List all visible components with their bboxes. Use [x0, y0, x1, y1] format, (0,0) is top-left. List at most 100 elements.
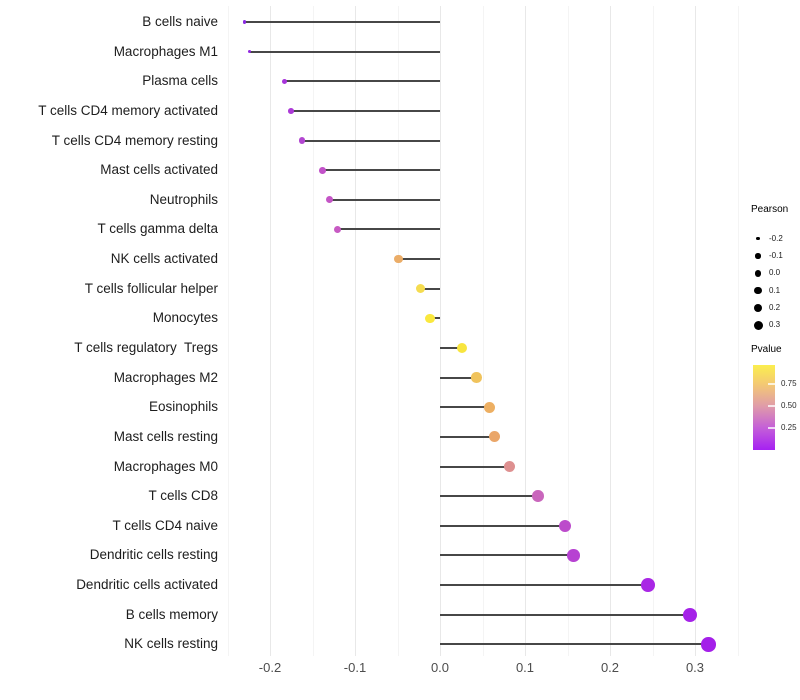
pvalue-colorbar-gradient [753, 365, 775, 450]
major-gridline [610, 6, 611, 656]
major-gridline [270, 6, 271, 656]
y-axis-label: Neutrophils [149, 191, 218, 207]
major-gridline [695, 6, 696, 656]
lollipop-dot [242, 20, 247, 24]
y-axis-label: Monocytes [152, 310, 218, 326]
lollipop-stick [322, 169, 440, 172]
x-tick-label: 0.2 [600, 660, 620, 675]
pvalue-colorbar-tick [768, 427, 775, 429]
x-tick-label: 0.1 [515, 660, 535, 675]
pearson-legend-value: 0.1 [769, 285, 781, 295]
lollipop-dot [333, 225, 341, 234]
lollipop-stick [440, 584, 649, 587]
pearson-legend-title: Pearson [751, 204, 789, 215]
lollipop-stick [329, 198, 440, 201]
lollipop-stick [440, 554, 574, 557]
lollipop-dot [483, 401, 495, 413]
pvalue-color-legend: Pvalue 0.75 0.50 0.25 [748, 344, 800, 456]
minor-gridline [397, 6, 399, 656]
minor-gridline [567, 6, 569, 656]
y-axis-label: Macrophages M2 [113, 369, 218, 385]
lollipop-stick [429, 317, 440, 320]
y-axis-label: Macrophages M0 [113, 458, 218, 474]
pearson-legend-value: 0.3 [769, 320, 781, 330]
y-axis-label: T cells CD4 memory resting [51, 132, 218, 148]
pearson-legend-value: -0.1 [769, 251, 783, 260]
y-axis-label: T cells gamma delta [97, 221, 218, 237]
pvalue-colorbar-tick [768, 405, 775, 407]
lollipop-dot [567, 549, 580, 562]
pearson-legend-dot [756, 237, 760, 241]
lollipop-dot [641, 578, 656, 592]
lollipop-dot [701, 637, 716, 652]
pearson-size-legend: Pearson -0.2 -0.1 0.0 0.1 0.2 0.3 [748, 204, 800, 334]
y-axis-label: NK cells activated [110, 251, 218, 267]
lollipop-dot [488, 431, 500, 443]
minor-gridline [737, 6, 739, 656]
minor-gridline [312, 6, 314, 656]
major-gridline [440, 6, 441, 656]
lollipop-dot [425, 313, 435, 324]
lollipop-dot [326, 196, 333, 204]
lollipop-stick [440, 495, 538, 498]
lollipop-dot [558, 519, 572, 532]
pearson-legend-dot [753, 320, 763, 330]
lollipop-dot [504, 460, 516, 473]
y-axis-label: T cells regulatory Tregs [74, 339, 218, 355]
lollipop-stick [249, 50, 440, 53]
minor-gridline [227, 6, 229, 656]
lollipop-stick [420, 287, 440, 290]
lollipop-dot [393, 254, 403, 264]
lollipop-stick [440, 524, 565, 527]
lollipop-stick [244, 21, 440, 23]
lollipop-stick [398, 258, 440, 261]
x-tick-label: -0.2 [258, 660, 282, 675]
y-axis-label: Mast cells resting [113, 428, 218, 444]
x-tick-label: -0.1 [343, 660, 367, 675]
minor-gridline [482, 6, 484, 656]
lollipop-dot [281, 78, 288, 84]
y-axis-label: Mast cells activated [100, 162, 218, 178]
lollipop-stick [291, 109, 440, 112]
y-axis-label: T cells CD8 [148, 488, 218, 504]
pearson-legend-dot [755, 253, 761, 259]
y-axis-label: B cells naive [142, 14, 218, 29]
lollipop-dot [471, 372, 482, 383]
y-axis-label: T cells CD4 naive [112, 517, 218, 533]
major-gridline [355, 6, 356, 656]
pearson-legend-value: -0.2 [769, 233, 783, 243]
y-axis-label: Plasma cells [142, 73, 218, 89]
lollipop-stick [337, 228, 440, 231]
lollipop-dot [682, 607, 698, 622]
y-axis-label: T cells CD4 memory activated [38, 102, 218, 118]
y-axis-label: B cells memory [125, 606, 218, 622]
lollipop-dot [247, 49, 252, 54]
lollipop-stick [440, 376, 477, 379]
lollipop-stick [440, 613, 690, 616]
pearson-legend-dot [754, 269, 762, 277]
x-tick-label: 0.0 [430, 660, 450, 675]
lollipop-stick [440, 406, 490, 409]
pearson-legend-dot [753, 303, 763, 313]
y-axis-label: NK cells resting [124, 636, 218, 652]
lollipop-stick [440, 346, 463, 349]
lollipop-stick [302, 139, 440, 142]
y-axis-label: Dendritic cells resting [89, 547, 218, 563]
y-axis-label: Dendritic cells activated [76, 577, 218, 593]
lollipop-dot [456, 342, 468, 354]
lollipop-stick [440, 465, 510, 468]
lollipop-dot [299, 137, 306, 144]
lollipop-dot [319, 166, 327, 174]
pearson-legend-dot [754, 286, 762, 295]
pvalue-legend-title: Pvalue [751, 344, 782, 355]
lollipop-dot [415, 284, 426, 294]
lollipop-stick [284, 80, 440, 83]
y-axis-label: Eosinophils [148, 399, 218, 415]
pvalue-legend-value: 0.75 [781, 379, 797, 388]
x-tick-label: 0.3 [685, 660, 705, 675]
lollipop-dot [288, 108, 295, 114]
